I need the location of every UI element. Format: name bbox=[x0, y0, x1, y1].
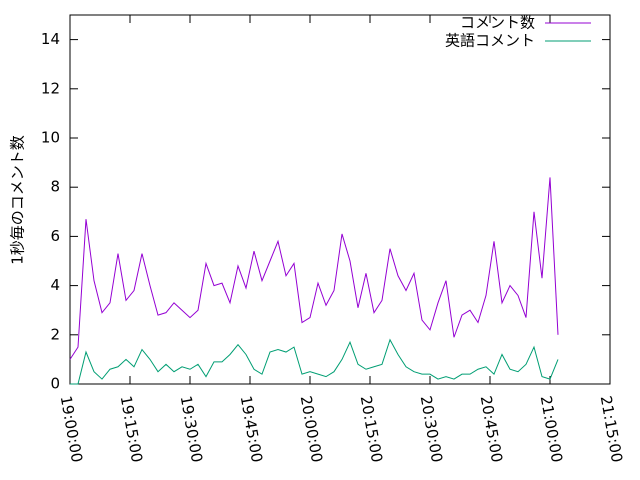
series-line bbox=[70, 338, 559, 385]
legend-label: コメント数 bbox=[460, 14, 535, 32]
x-tick-label: 20:15:00 bbox=[357, 394, 386, 463]
y-tick-label: 2 bbox=[50, 325, 60, 343]
x-tick-label: 19:45:00 bbox=[237, 394, 266, 463]
x-tick-label: 20:45:00 bbox=[477, 394, 506, 463]
y-tick-label: 14 bbox=[41, 30, 60, 48]
y-tick-label: 4 bbox=[50, 276, 60, 294]
x-tick-label: 21:15:00 bbox=[597, 394, 626, 463]
y-axis-label: 1秒毎のコメント数 bbox=[9, 135, 27, 265]
y-tick-label: 0 bbox=[50, 375, 60, 393]
x-tick-label: 19:30:00 bbox=[177, 394, 206, 463]
x-tick-label: 21:00:00 bbox=[537, 394, 566, 463]
x-tick-label: 19:15:00 bbox=[117, 394, 146, 463]
x-tick-label: 19:00:00 bbox=[57, 394, 86, 463]
legend-label: 英語コメント bbox=[445, 32, 535, 50]
series-line bbox=[69, 177, 559, 360]
plot-border bbox=[69, 14, 611, 385]
y-tick-label: 8 bbox=[50, 178, 60, 196]
y-tick-label: 12 bbox=[41, 79, 60, 97]
x-tick-label: 20:00:00 bbox=[297, 394, 326, 463]
x-tick-label: 20:30:00 bbox=[417, 394, 446, 463]
y-tick-label: 6 bbox=[50, 227, 60, 245]
y-tick-label: 10 bbox=[41, 129, 60, 147]
